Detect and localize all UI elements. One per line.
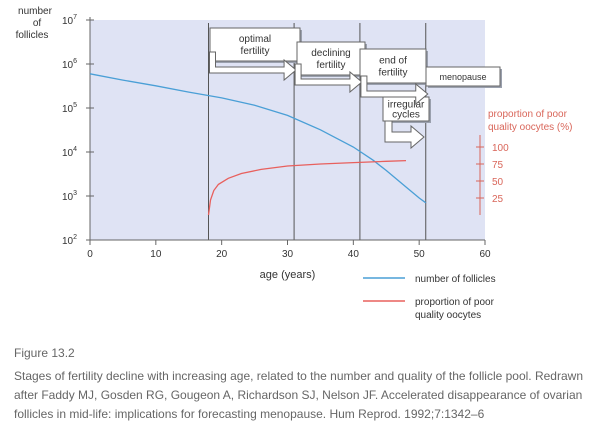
y-tick-label-left: 106 [62,58,77,71]
x-tick-label: 60 [479,249,491,260]
y-tick-label-right: 75 [492,160,504,171]
y-tick-label-right: 50 [492,177,504,188]
legend-label-1: quality oocytes [415,310,481,321]
y-tick-label-left: 103 [62,190,77,203]
stage-box-optimal-fertility [209,27,301,62]
stage-label: optimal [239,34,271,45]
stage-label: menopause [439,72,486,82]
y-tick-label-right: 25 [492,194,504,205]
x-tick-label: 0 [87,249,93,260]
stage-arrow-declining [294,63,363,94]
x-tick-label: 10 [150,249,162,260]
stage-label: declining [311,48,350,59]
x-tick-label: 40 [348,249,360,260]
stage-box-declining-fertility [296,41,366,76]
x-tick-label: 20 [216,249,228,260]
stage-label: end of [379,56,407,67]
y-tick-label-left: 104 [62,146,77,159]
figure-caption: Figure 13.2 Stages of fertility decline … [14,344,599,424]
series-line-1 [207,159,407,216]
stage-box-menopause [425,66,501,87]
y-tick-label-left: 102 [62,234,77,247]
stage-box-end-of-fertility [359,48,427,84]
figure-label: Figure 13.2 [14,346,75,360]
legend-label-0: number of follicles [415,274,496,285]
y-axis-right-label: proportion of poor [488,109,568,120]
y-axis-left-label: follicles [16,30,49,41]
irregular-cycles-arrow [384,120,425,150]
caption-text: Stages of fertility decline with increas… [14,369,583,421]
x-tick-label: 50 [414,249,426,260]
stage-arrow-optimal [209,51,297,82]
series-line-0 [89,73,427,204]
stage-label: cycles [392,110,420,121]
stage-arrow-end [360,75,429,106]
y-axis-left-label: of [33,18,42,29]
y-tick-label-left: 107 [62,14,77,27]
stage-label: irregular [388,100,425,111]
stage-label: fertility [241,46,270,57]
x-tick-label: 30 [282,249,294,260]
x-axis-label: age (years) [260,269,316,281]
stage-label: fertility [317,60,346,71]
y-axis-right-label: quality oocytes (%) [488,122,572,133]
y-tick-label-right: 100 [492,143,509,154]
legend-label-1: proportion of poor [415,297,495,308]
stage-box-irregular-cycles [382,96,430,122]
y-axis-left-label: number [18,6,53,17]
stage-label: fertility [379,68,408,79]
y-tick-label-left: 105 [62,102,77,115]
